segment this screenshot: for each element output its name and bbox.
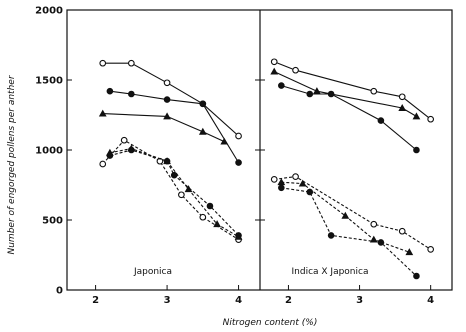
data-point-filled-triangle — [270, 67, 279, 75]
data-marks — [98, 58, 435, 280]
data-point-open-circle — [120, 136, 128, 144]
data-point-filled-circle — [163, 96, 171, 103]
y-tick-label: 0 — [56, 286, 63, 297]
data-point-filled-triangle — [234, 232, 243, 240]
data-point-filled-circle — [206, 202, 214, 210]
data-point-filled-circle — [377, 239, 385, 246]
x-tick-label: 4 — [427, 295, 434, 306]
data-point-filled-circle — [278, 82, 285, 89]
data-point-open-circle — [292, 173, 299, 180]
y-tick-label: 2000 — [35, 6, 63, 17]
y-axis-label: Number of engorged pollens per anther — [7, 74, 17, 254]
data-point-filled-circle — [278, 184, 285, 192]
data-point-filled-triangle — [163, 112, 171, 120]
data-point-filled-triangle — [369, 235, 378, 243]
data-point-filled-circle — [327, 232, 335, 239]
panel-label-right: Indica X Japonica — [292, 267, 369, 277]
series-line — [109, 148, 239, 238]
data-point-open-circle — [427, 246, 435, 253]
data-point-filled-circle — [413, 146, 420, 154]
data-point-filled-triangle — [313, 87, 321, 95]
data-point-filled-triangle — [163, 157, 171, 165]
data-point-filled-triangle — [184, 185, 193, 193]
series-line — [274, 176, 431, 250]
panel-label-left: Japonica — [133, 267, 172, 277]
data-point-open-circle — [398, 227, 406, 235]
data-point-filled-circle — [170, 171, 178, 179]
x-tick-label: 4 — [235, 295, 242, 306]
data-point-filled-circle — [128, 90, 135, 98]
series-line — [102, 139, 239, 241]
data-point-open-circle — [292, 66, 299, 74]
data-point-filled-triangle — [220, 137, 229, 145]
data-point-filled-circle — [199, 100, 207, 108]
data-point-open-circle — [270, 176, 278, 183]
data-point-open-circle — [127, 59, 135, 67]
data-point-filled-triangle — [213, 220, 221, 228]
series-line — [109, 149, 239, 236]
data-point-open-circle — [398, 93, 406, 101]
data-point-filled-triangle — [341, 211, 350, 219]
data-point-filled-triangle — [398, 103, 407, 111]
data-point-filled-circle — [413, 272, 420, 280]
y-tick-label: 1000 — [35, 146, 63, 157]
data-point-filled-triangle — [127, 144, 136, 152]
data-point-open-circle — [427, 115, 435, 123]
data-point-filled-circle — [106, 87, 114, 95]
x-tick-label: 2 — [92, 295, 99, 306]
data-point-open-circle — [99, 160, 107, 168]
data-point-open-circle — [270, 58, 278, 66]
x-tick-label: 2 — [285, 295, 292, 306]
data-point-filled-triangle — [298, 179, 307, 187]
data-point-open-circle — [199, 213, 207, 221]
data-point-filled-triangle — [106, 148, 114, 156]
data-point-filled-circle — [235, 159, 242, 166]
data-point-open-circle — [370, 220, 378, 228]
y-tick-label: 500 — [42, 216, 63, 227]
series-line — [273, 71, 417, 117]
x-tick-label: 3 — [164, 295, 171, 306]
data-point-filled-triangle — [405, 248, 414, 256]
series-line — [102, 113, 225, 143]
data-point-open-circle — [370, 87, 378, 95]
data-point-open-circle — [99, 59, 107, 67]
data-point-filled-triangle — [198, 127, 207, 135]
data-point-filled-triangle — [412, 112, 421, 120]
data-point-open-circle — [163, 79, 171, 87]
data-point-filled-circle — [306, 90, 314, 98]
x-axis-ticks: 2 3 4 2 3 4 — [92, 285, 434, 306]
y-tick-label: 1500 — [35, 76, 63, 87]
data-point-open-circle — [235, 132, 242, 140]
x-axis-label: Nitrogen content (%) — [223, 318, 318, 328]
y-axis-ticks: 0 500 1000 1500 2000 — [35, 6, 265, 297]
x-tick-label: 3 — [356, 295, 363, 306]
data-point-open-circle — [178, 191, 185, 199]
series-line — [281, 187, 417, 277]
data-point-filled-circle — [306, 188, 314, 196]
data-point-filled-circle — [377, 117, 385, 124]
data-point-filled-triangle — [98, 109, 107, 117]
data-point-filled-circle — [327, 90, 335, 98]
